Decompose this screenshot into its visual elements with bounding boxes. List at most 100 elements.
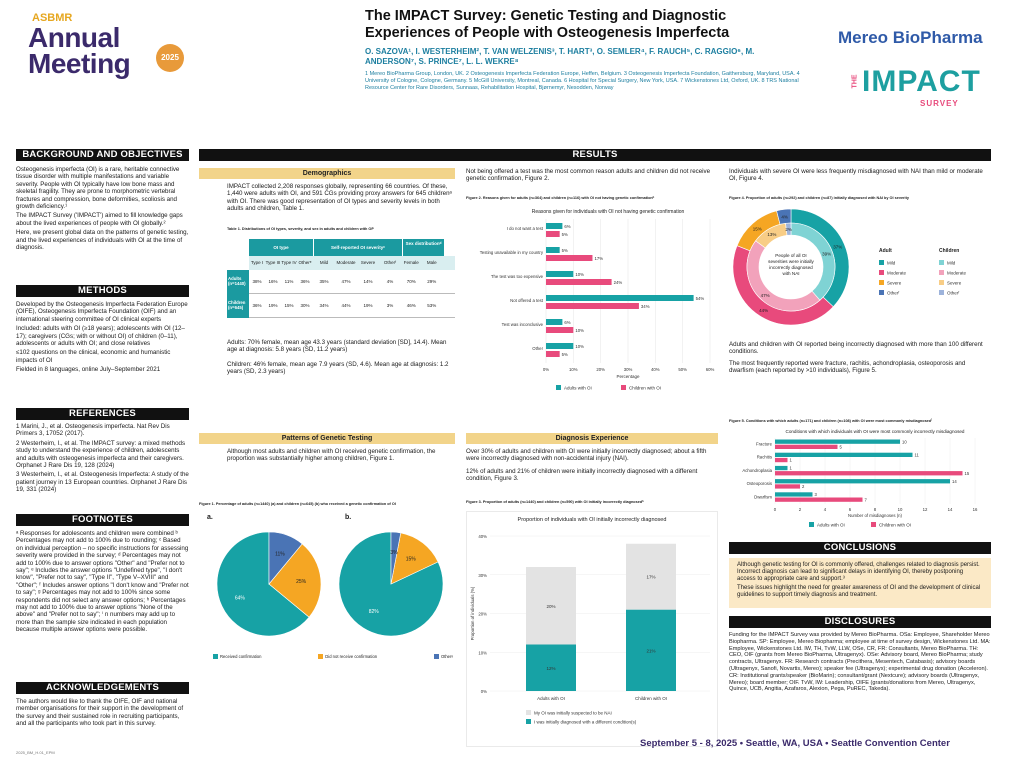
figure4-inner-label: 13% (767, 232, 776, 237)
swatch-other-icon (433, 654, 439, 660)
figure5-legend-swatch (871, 522, 876, 527)
table1-row-label: Adults (n=1440) (227, 269, 249, 294)
figure3-segment-label: 21% (646, 648, 655, 653)
legend-other-label: Otherᵍ (440, 654, 453, 659)
figure5-legend-label: Children with OI (879, 523, 911, 528)
figure4-outer-label: 44% (759, 308, 768, 313)
figure5-bar-label: 2 (802, 484, 805, 489)
figure2-title: Reasons given for individuals with OI no… (532, 209, 685, 215)
swatch-not-received-icon (318, 654, 324, 660)
figure5-x-tick: 8 (874, 507, 877, 512)
figure5-bar-label: 1 (790, 458, 793, 463)
table1-cell: 44% (341, 303, 351, 308)
figure5-bar (775, 452, 913, 457)
figure4-legend-swatch (939, 270, 944, 275)
figure2-x-label: Percentage (616, 374, 640, 379)
table1-group-header: OI type Self-reported OI severityᶜ Sex d… (249, 239, 455, 256)
table1-subheader-cell: Type I (250, 260, 264, 265)
figure4-outer-label: 4% (781, 214, 788, 219)
footnotes-heading: FOOTNOTES (16, 514, 189, 526)
legend-received-label: Received confirmation (220, 654, 262, 659)
figure5-category-label: Achondroplasia (742, 468, 772, 473)
figure2-bar (546, 303, 639, 309)
figure2-x-tick: 60% (706, 367, 715, 372)
figure3-bar-segment (626, 609, 676, 691)
background-heading: BACKGROUND AND OBJECTIVES (16, 149, 189, 161)
results-heading: RESULTS (199, 149, 991, 161)
background-p2: The IMPACT Survey ('IMPACT') aimed to fi… (16, 212, 183, 227)
diagnosis-p2: 12% of adults and 21% of children were i… (466, 468, 698, 483)
pie-slice-label: 25% (296, 579, 307, 585)
swatch-received-icon (213, 654, 218, 660)
diagnosis-heading: Diagnosis Experience (466, 433, 718, 444)
figure2-bar (546, 343, 574, 349)
table1-sub-header: Type I Type III Type IV Otherᵉ Mild Moderate S… (249, 256, 455, 270)
impact-word: IMPACT (862, 65, 981, 98)
figure1-caption: Figure 1. Percentage of adults (n=1440) … (199, 502, 396, 506)
figure4-legend-label: Moderate (887, 271, 907, 276)
table1-cell: 36% (252, 303, 262, 308)
reference-1: 1 Marini, J., et al. Osteogenesis imperf… (16, 423, 170, 438)
title-line-2: Experiences of People with Osteogenesis … (365, 25, 730, 41)
figure2-bar-label: 6% (564, 320, 570, 325)
figure2-bar-label: 10% (575, 272, 584, 277)
figure5-x-label: Number of misdiagnoses (n) (848, 513, 903, 518)
figure2-category-label: Other (532, 346, 543, 351)
figure2-bar-label: 5% (562, 248, 568, 253)
figure1-legend: Received confirmation Did not receive co… (213, 654, 453, 660)
figure2-x-tick: 40% (651, 367, 660, 372)
figure2-bar (546, 271, 574, 277)
figure5-bar (775, 439, 900, 444)
figure3-bar-segment (526, 644, 576, 691)
table1-cell: 46% (406, 303, 416, 308)
figure5-bar (775, 479, 950, 484)
footer-code: 2025_BM_H.01_EPM (16, 750, 55, 755)
table1: OI type Self-reported OI severityᶜ Sex d… (227, 239, 455, 318)
figure5-bar-label: 7 (865, 497, 868, 502)
logo-line2: Meeting (28, 48, 131, 79)
figure2-intro: Not being offered a test was the most co… (466, 168, 711, 183)
figure2-category-label: Test was inconclusive (502, 322, 544, 327)
figure3-category-label: Adults with OI (537, 696, 565, 701)
figure3-bar-segment (626, 543, 676, 610)
figure5-bar-label: 5 (840, 445, 843, 450)
table1-subheader-cell: Female (403, 260, 419, 265)
patterns-p1: Although most adults and children with O… (227, 448, 436, 463)
figure3-segment-label: 12% (546, 666, 555, 671)
figure5-chart: Conditions with which individuals with O… (742, 429, 978, 528)
figure5-bar (775, 484, 800, 489)
table1-cell: 53% (427, 303, 437, 308)
pie-slice (216, 531, 310, 637)
logo-org: ASBMR (32, 12, 73, 24)
figure2-legend-swatch (556, 385, 561, 390)
impact-survey: SURVEY (920, 99, 959, 108)
footnotes-text: ᵃ Responses for adolescents and children… (16, 530, 189, 634)
table1-cell: 14% (363, 279, 373, 284)
figure3-y-tick: 30% (478, 573, 487, 578)
diagnosis-p1: Over 30% of adults and children with OI … (466, 448, 707, 463)
asbmr-logo: ASBMR Annual Meeting 2025 (18, 10, 188, 80)
conclusions-box: Although genetic testing for OI is commo… (729, 558, 991, 608)
background-p1: Osteogenesis imperfecta (OI) is a rare, … (16, 166, 180, 211)
table1-row-label: Children (n=645) (227, 293, 249, 318)
table1-cell: 3% (386, 303, 394, 308)
figure5-caption: Figure 5. Conditions with which adults (… (729, 419, 932, 423)
figure5-bar (775, 492, 813, 497)
figure2-bar (546, 351, 560, 357)
figure2-bar-label: 10% (575, 328, 584, 333)
figure2-bar-label: 5% (562, 352, 568, 357)
figure3-caption: Figure 3. Proportion of adults (n=1440) … (466, 500, 644, 504)
poster-title: The IMPACT Survey: Genetic Testing and D… (365, 8, 825, 42)
figure1b-pie: 82% 15% 3% (338, 531, 444, 637)
pie-slice (390, 531, 402, 585)
footer-bar: September 5 - 8, 2025 • Seattle, WA, USA… (640, 738, 950, 749)
table1-subheader-cell: Severe (360, 260, 376, 265)
logo-line1: Annual (28, 22, 120, 53)
figure4-legend-label: Otherᶠ (887, 291, 899, 296)
figure2-category-label: The test was too expensive (491, 274, 544, 279)
table1-cell: 19% (268, 303, 278, 308)
figure3-y-tick: 20% (478, 612, 487, 617)
figure2-category-label: Not offered a test (510, 298, 544, 303)
figure5-category-label: Rachitis (757, 455, 772, 460)
figure5-bar (775, 471, 963, 476)
